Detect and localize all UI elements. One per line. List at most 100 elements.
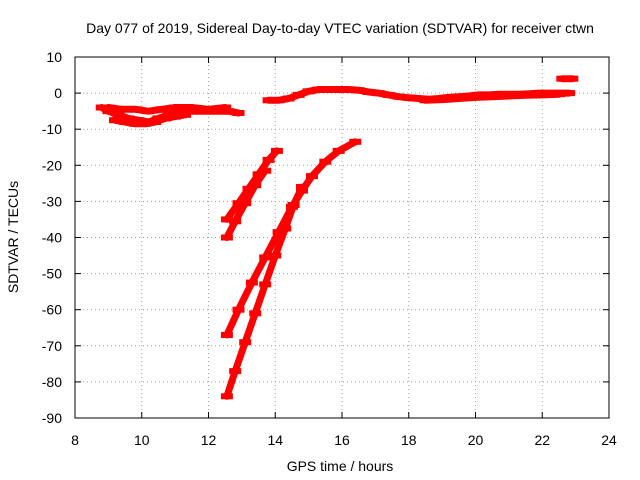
x-tick-label: 16 bbox=[334, 432, 350, 448]
data-point bbox=[259, 254, 272, 261]
data-point bbox=[249, 310, 262, 317]
y-tick-label: -80 bbox=[42, 374, 62, 390]
data-point bbox=[302, 88, 315, 95]
x-axis-ticks: 8 10 12 14 16 18 20 22 24 bbox=[71, 57, 617, 448]
data-point bbox=[382, 91, 395, 98]
data-point bbox=[119, 119, 132, 125]
y-tick-label: -70 bbox=[42, 338, 62, 354]
data-point bbox=[202, 106, 215, 113]
data-point bbox=[306, 173, 318, 180]
x-tick-label: 20 bbox=[468, 432, 484, 448]
data-point bbox=[469, 94, 482, 101]
data-point bbox=[269, 252, 282, 259]
data-point bbox=[563, 90, 575, 97]
data-point bbox=[219, 104, 232, 111]
data-point bbox=[179, 111, 192, 118]
data-point bbox=[436, 96, 449, 103]
data-point bbox=[232, 200, 245, 207]
data-point bbox=[332, 86, 345, 93]
data-point bbox=[239, 200, 252, 207]
x-tick-label: 14 bbox=[267, 432, 283, 448]
data-point bbox=[229, 218, 242, 225]
y-tick-label: -40 bbox=[42, 230, 62, 246]
data-point bbox=[169, 104, 182, 111]
data-point bbox=[95, 104, 108, 111]
data-point bbox=[332, 147, 345, 154]
y-axis-ticks: 10 0 -10 -20 -30 -40 -50 -60 -70 -80 -90 bbox=[42, 49, 609, 426]
data-point bbox=[112, 111, 125, 118]
y-tick-label: -20 bbox=[42, 157, 62, 173]
data-point bbox=[222, 108, 235, 115]
data-point bbox=[220, 216, 233, 223]
data-point bbox=[319, 158, 332, 165]
data-point bbox=[262, 97, 275, 104]
y-tick-label: -50 bbox=[42, 266, 62, 282]
data-point bbox=[412, 95, 425, 102]
x-tick-label: 10 bbox=[134, 432, 150, 448]
data-point bbox=[342, 86, 355, 93]
data-point bbox=[262, 156, 275, 163]
data-point bbox=[220, 332, 233, 338]
data-point bbox=[486, 93, 499, 100]
x-axis-label: GPS time / hours bbox=[287, 458, 394, 474]
series-layer bbox=[95, 75, 579, 400]
data-point bbox=[169, 113, 182, 120]
data-point bbox=[362, 89, 375, 95]
series-trace bbox=[223, 138, 359, 339]
data-point bbox=[139, 120, 152, 127]
data-point bbox=[349, 138, 362, 145]
y-tick-label: -90 bbox=[42, 410, 62, 426]
data-point bbox=[282, 95, 295, 102]
data-point bbox=[102, 108, 115, 115]
data-point bbox=[272, 97, 285, 104]
data-point bbox=[245, 279, 258, 286]
data-point bbox=[109, 117, 121, 124]
data-point bbox=[239, 339, 252, 346]
data-point bbox=[232, 110, 245, 116]
data-point bbox=[242, 185, 255, 192]
data-point bbox=[566, 75, 579, 82]
data-point bbox=[272, 229, 285, 236]
data-point bbox=[249, 182, 262, 189]
data-point bbox=[270, 147, 283, 154]
data-point bbox=[122, 115, 135, 122]
data-point bbox=[102, 104, 115, 111]
data-point bbox=[259, 281, 272, 288]
y-tick-label: -10 bbox=[42, 121, 62, 137]
data-point bbox=[115, 106, 128, 113]
data-point bbox=[352, 87, 365, 94]
data-point bbox=[159, 115, 172, 122]
y-tick-label: 0 bbox=[54, 85, 62, 101]
y-tick-label: -60 bbox=[42, 302, 62, 318]
data-point bbox=[155, 106, 168, 113]
data-point bbox=[502, 93, 515, 99]
y-tick-label: 10 bbox=[46, 49, 62, 65]
data-point bbox=[296, 184, 308, 190]
chart-title: Day 077 of 2019, Sidereal Day-to-day VTE… bbox=[86, 20, 594, 36]
x-tick-label: 8 bbox=[71, 432, 79, 448]
data-point bbox=[392, 93, 405, 100]
data-point bbox=[312, 86, 325, 93]
data-point bbox=[419, 97, 432, 104]
data-point bbox=[129, 120, 142, 127]
data-point bbox=[220, 393, 233, 400]
data-point bbox=[185, 104, 198, 111]
data-point bbox=[149, 119, 162, 125]
data-point bbox=[182, 108, 195, 115]
grid-layer bbox=[75, 57, 609, 418]
data-point bbox=[229, 368, 242, 375]
data-point bbox=[552, 91, 565, 98]
x-tick-label: 12 bbox=[201, 432, 217, 448]
data-point bbox=[519, 92, 532, 99]
data-point bbox=[402, 94, 415, 101]
data-point bbox=[142, 108, 155, 115]
data-point bbox=[536, 91, 549, 98]
data-point bbox=[322, 86, 335, 93]
y-tick-label: -30 bbox=[42, 193, 62, 209]
x-tick-label: 18 bbox=[401, 432, 417, 448]
x-tick-label: 22 bbox=[534, 432, 550, 448]
data-point bbox=[292, 91, 305, 98]
data-point bbox=[220, 234, 233, 241]
